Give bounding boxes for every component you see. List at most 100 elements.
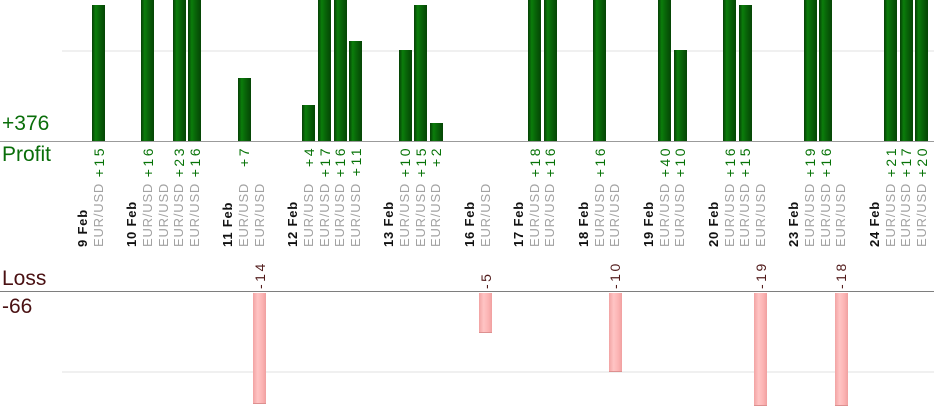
symbol-label: EUR/USD [236,182,251,247]
symbol-label: EUR/USD [656,182,672,247]
date-label: 9 Feb [75,209,90,247]
profit-value-label: +15 [412,146,429,178]
profit-bar [528,0,542,141]
loss-value-label: -10 [607,261,624,289]
symbol-label: EUR/USD [737,182,753,247]
symbol-label: EUR/USD [139,182,155,247]
profit-bar [237,77,251,141]
symbol-label: EUR/USD [913,182,929,247]
profit-value-label: +2 [428,146,445,167]
symbol-label: EUR/USD [526,182,542,247]
date-label: 24 Feb [866,201,882,247]
profit-value-label: +16 [591,146,608,178]
profit-bar [658,0,672,141]
profit-value-label: +10 [672,146,689,178]
profit-bar [899,0,913,141]
symbol-label: EUR/USD [90,182,106,247]
profit-value-label: +15 [90,146,107,178]
profit-bar [92,4,106,141]
profit-value-label: +18 [526,146,543,178]
symbol-label: EUR/USD [477,182,493,247]
profit-bar [593,0,607,141]
symbol-label: EUR/USD [300,182,316,247]
profit-value-label: +4 [300,146,317,167]
profit-value-label: +11 [347,146,364,177]
symbol-label: EUR/USD [397,182,412,247]
loss-bar [253,293,267,404]
symbol-label: EUR/USD [833,182,849,247]
loss-total: -66 [2,295,33,318]
profit-value-label: +16 [817,146,834,178]
loss-axis-line [0,291,934,292]
loss-value-label: -5 [477,271,494,289]
symbol-label: EUR/USD [898,182,914,247]
loss-bar [834,293,848,406]
profit-bar [915,0,929,141]
profit-axis-title: Profit [2,143,52,166]
profit-value-label: +10 [397,146,413,178]
profit-bar [318,0,331,141]
date-label: 23 Feb [786,201,802,247]
profit-value-label: +15 [737,146,754,178]
profit-value-label: +16 [139,146,156,178]
profit-bar [302,104,316,141]
symbol-label: EUR/USD [672,182,688,247]
profit-bar [141,0,155,141]
symbol-label: EUR/USD [802,182,817,247]
profit-value-label: +16 [186,146,203,178]
loss-bar [608,293,622,372]
profit-value-label: +19 [802,146,818,178]
symbol-label: EUR/USD [186,182,202,247]
symbol-label: EUR/USD [428,182,444,247]
profit-bar [429,122,443,141]
profit-bar [349,41,363,141]
profit-value-label: +21 [882,146,899,178]
date-label: 16 Feb [461,201,477,247]
date-label: 17 Feb [511,201,527,247]
profit-bar [819,0,833,141]
profit-bar [723,0,736,141]
symbol-label: EUR/USD [155,182,171,247]
date-label: 18 Feb [576,201,592,247]
profit-axis-line [0,141,934,142]
profit-bar [543,0,557,141]
profit-value-label: +17 [316,146,333,178]
date-label: 12 Feb [285,201,301,247]
profit-value-label: +7 [236,146,252,167]
symbol-label: EUR/USD [591,182,607,247]
profit-value-label: +40 [656,146,673,178]
profit-plot-area [0,0,934,141]
date-label: 19 Feb [641,201,656,247]
loss-axis-title: Loss [2,267,47,290]
profit-bar [884,0,897,141]
loss-value-label: -19 [752,261,769,289]
symbol-label: EUR/USD [882,182,898,247]
symbol-label: EUR/USD [332,182,348,247]
profit-bar [803,0,817,141]
profit-bar [738,4,752,141]
loss-bar [479,293,492,333]
loss-value-label: -18 [833,261,850,289]
profit-bar [673,50,687,141]
profit-value-label: +23 [171,146,188,178]
date-label: 11 Feb [220,201,236,247]
profit-bar [414,4,428,141]
symbol-label: EUR/USD [817,182,833,247]
date-label: 10 Feb [124,201,140,247]
profit-value-label: +17 [898,146,915,178]
date-label: 20 Feb [705,201,721,247]
profit-gridline [62,50,934,52]
loss-plot-area [0,293,934,406]
symbol-label: EUR/USD [412,182,428,247]
symbol-label: EUR/USD [251,182,267,247]
symbol-label: EUR/USD [752,182,768,247]
profit-bar [172,0,186,141]
symbol-label: EUR/USD [171,182,187,247]
profit-value-label: +16 [332,146,349,178]
profit-total: +376 [2,112,50,135]
profit-bar [333,0,347,141]
profit-bar [188,0,202,141]
date-label: 13 Feb [381,201,397,247]
profit-bar [398,50,412,141]
loss-bar [754,293,768,406]
